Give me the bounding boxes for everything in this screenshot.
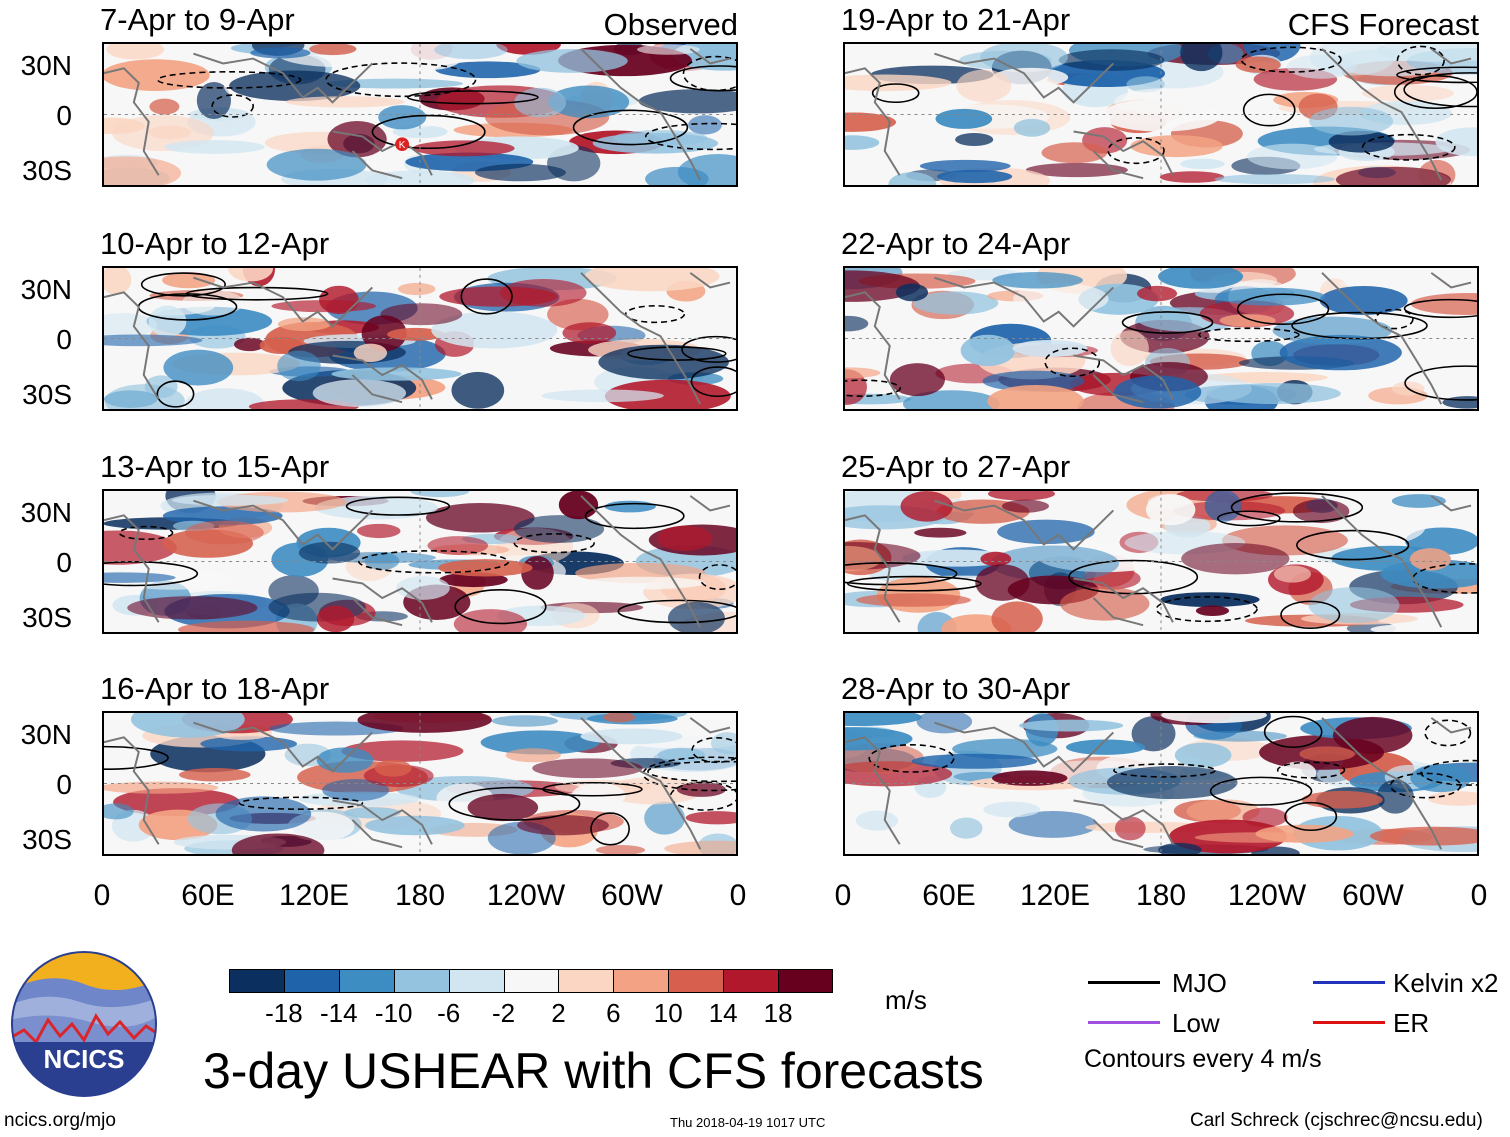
lon-tick-label: 120E <box>1019 879 1091 912</box>
colorbar-swatch <box>668 970 724 992</box>
lon-tick-label: 0 <box>93 879 111 912</box>
panel-title: 7-Apr to 9-Apr <box>100 2 295 37</box>
shear-field <box>104 713 736 854</box>
legend-line-low <box>1088 1021 1160 1024</box>
logo-text: NCICS <box>44 1044 125 1074</box>
shear-field <box>845 268 1477 409</box>
lon-tick-label: 180 <box>1135 879 1187 912</box>
lon-tick-label: 60W <box>1342 879 1404 912</box>
lat-tick-label: 30S <box>22 155 72 186</box>
lat-tick-label: 0 <box>56 100 72 131</box>
colorbar-swatch <box>338 970 394 992</box>
lon-tick-label: 0 <box>1470 879 1488 912</box>
panel-title: 19-Apr to 21-Apr <box>841 2 1071 37</box>
lat-tick-label: 0 <box>56 769 72 800</box>
lat-tick-label: 0 <box>56 547 72 578</box>
map-panel <box>843 489 1479 634</box>
ncics-logo: NCICS <box>10 950 158 1098</box>
colorbar-swatch <box>448 970 504 992</box>
colorbar-label: -14 <box>320 998 358 1028</box>
colorbar-swatch <box>283 970 339 992</box>
storm-marker-label: K <box>399 140 406 151</box>
colorbar-swatch <box>778 970 833 992</box>
storm-marker <box>395 137 410 151</box>
lon-tick-label: 120W <box>486 879 566 912</box>
lon-tick-label: 180 <box>394 879 446 912</box>
colorbar-units: m/s <box>885 985 927 1015</box>
footer-timestamp: Thu 2018-04-19 1017 UTC <box>670 1115 826 1130</box>
colorbar-label: 10 <box>653 998 683 1028</box>
lat-tick-label: 30S <box>22 379 72 410</box>
lon-tick-label: 60E <box>181 879 235 912</box>
lat-tick-label: 30N <box>20 50 72 81</box>
colorbar-label: -18 <box>265 998 303 1028</box>
legend-label-mjo: MJO <box>1172 968 1227 998</box>
legend-line-er <box>1313 1021 1385 1024</box>
map-panel <box>843 711 1479 856</box>
lon-tick-label: 0 <box>729 879 747 912</box>
lat-tick-label: 30N <box>20 497 72 528</box>
colorbar-swatch <box>393 970 449 992</box>
lat-tick-label: 0 <box>56 324 72 355</box>
panel-tag: CFS Forecast <box>1287 7 1479 42</box>
panel-title: 25-Apr to 27-Apr <box>841 449 1071 484</box>
footer-url: ncics.org/mjo <box>4 1110 116 1131</box>
shear-field <box>845 713 1477 854</box>
shear-field <box>845 44 1477 185</box>
lon-tick-label: 120W <box>1227 879 1307 912</box>
panel-title: 16-Apr to 18-Apr <box>100 671 330 706</box>
shear-field <box>104 268 736 409</box>
shear-field: K <box>104 44 736 185</box>
legend-label-low: Low <box>1172 1008 1220 1038</box>
lat-tick-label: 30S <box>22 602 72 633</box>
colorbar-label: -10 <box>374 998 413 1028</box>
legend-label-kelvin: Kelvin x2 <box>1393 968 1499 998</box>
lat-tick-label: 30N <box>20 719 72 750</box>
panel-tag: Observed <box>603 7 738 42</box>
map-panel <box>102 266 738 411</box>
panel-title: 13-Apr to 15-Apr <box>100 449 330 484</box>
colorbar-swatch <box>503 970 559 992</box>
colorbar-label: 14 <box>708 998 738 1028</box>
map-panel <box>843 266 1479 411</box>
colorbar-label: 18 <box>763 998 793 1028</box>
legend-line-mjo <box>1088 981 1160 984</box>
panel-title: 28-Apr to 30-Apr <box>841 671 1071 706</box>
colorbar-swatch <box>613 970 669 992</box>
lat-tick-label: 30N <box>20 274 72 305</box>
contour-note: Contours every 4 m/s <box>1084 1045 1322 1073</box>
map-panel <box>843 42 1479 187</box>
lon-tick-label: 0 <box>834 879 852 912</box>
lon-tick-label: 60W <box>601 879 663 912</box>
legend-label-er: ER <box>1393 1008 1430 1038</box>
main-title: 3-day USHEAR with CFS forecasts <box>203 1043 984 1099</box>
lon-tick-label: 120E <box>278 879 350 912</box>
colorbar-label: -2 <box>491 998 516 1028</box>
lat-tick-label: 30S <box>22 824 72 855</box>
colorbar-label: -6 <box>437 998 461 1028</box>
map-panel: K <box>102 42 738 187</box>
colorbar-frame <box>229 969 833 993</box>
legend-line-kelvin <box>1313 981 1385 984</box>
footer-credit: Carl Schreck (cjschrec@ncsu.edu) <box>1190 1110 1483 1131</box>
lon-tick-label: 60E <box>922 879 976 912</box>
map-panel <box>102 711 738 856</box>
panel-title: 22-Apr to 24-Apr <box>841 226 1071 261</box>
panel-title: 10-Apr to 12-Apr <box>100 226 330 261</box>
shear-field <box>104 491 736 632</box>
map-panel <box>102 489 738 634</box>
shear-field <box>845 491 1477 632</box>
colorbar-swatch <box>723 970 779 992</box>
colorbar-label: 6 <box>606 998 621 1028</box>
colorbar-label: 2 <box>551 998 566 1028</box>
colorbar-swatch <box>558 970 614 992</box>
